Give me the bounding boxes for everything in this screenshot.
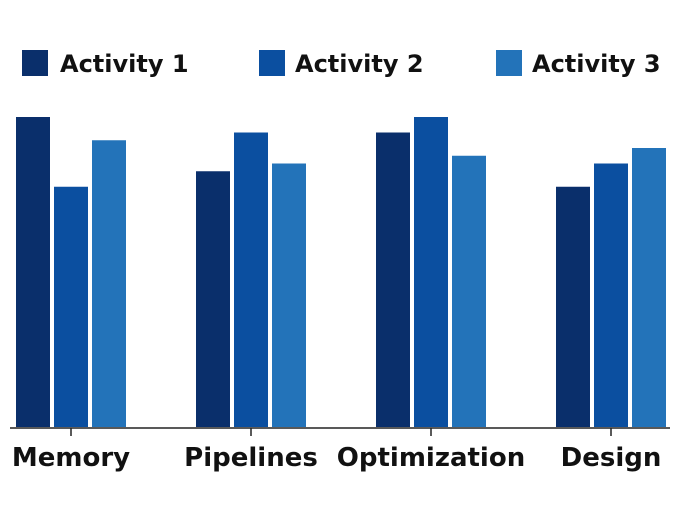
- x-axis-tick-labels: Memory Pipelines Optimization Design: [12, 443, 661, 473]
- legend-label-activity-1: Activity 1: [60, 50, 189, 78]
- tick-label-optimization: Optimization: [337, 443, 525, 473]
- bar-pipelines-activity-3: [272, 163, 306, 427]
- bar-optimization-activity-1: [376, 132, 410, 427]
- legend-swatch-activity-2: [259, 50, 285, 76]
- x-axis-ticks: [70, 428, 612, 436]
- bar-memory-activity-1: [16, 117, 50, 427]
- bar-optimization-activity-3: [452, 155, 486, 427]
- legend-label-activity-2: Activity 2: [295, 50, 424, 78]
- bar-pipelines-activity-2: [234, 132, 268, 427]
- bar-memory-activity-3: [92, 140, 126, 427]
- legend-swatch-activity-1: [22, 50, 48, 76]
- bar-design-activity-3: [632, 148, 666, 427]
- bars: [16, 117, 666, 427]
- legend-label-activity-3: Activity 3: [532, 50, 661, 78]
- legend-swatch-activity-3: [496, 50, 522, 76]
- bar-design-activity-1: [556, 186, 590, 427]
- bar-optimization-activity-2: [414, 117, 448, 427]
- bar-memory-activity-2: [54, 186, 88, 427]
- legend: Activity 1 Activity 2 Activity 3: [22, 50, 661, 78]
- tick-label-design: Design: [561, 443, 662, 473]
- bar-pipelines-activity-1: [196, 171, 230, 427]
- tick-label-pipelines: Pipelines: [184, 443, 318, 473]
- bar-design-activity-2: [594, 163, 628, 427]
- tick-label-memory: Memory: [12, 443, 130, 473]
